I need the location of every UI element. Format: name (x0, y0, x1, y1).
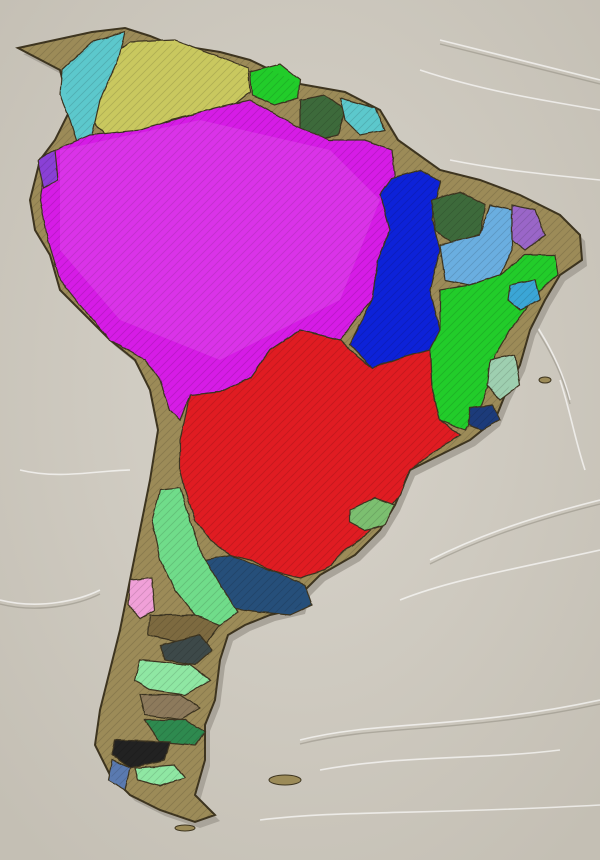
islands (174, 376, 552, 832)
relief-texture (18, 28, 582, 822)
relief-highlight (60, 120, 380, 360)
island-ne (538, 376, 552, 384)
seafloor-relief (0, 39, 600, 821)
island-falklands-west (268, 774, 302, 786)
island-south-tip (174, 824, 196, 832)
seafloor-shadow (0, 43, 600, 745)
